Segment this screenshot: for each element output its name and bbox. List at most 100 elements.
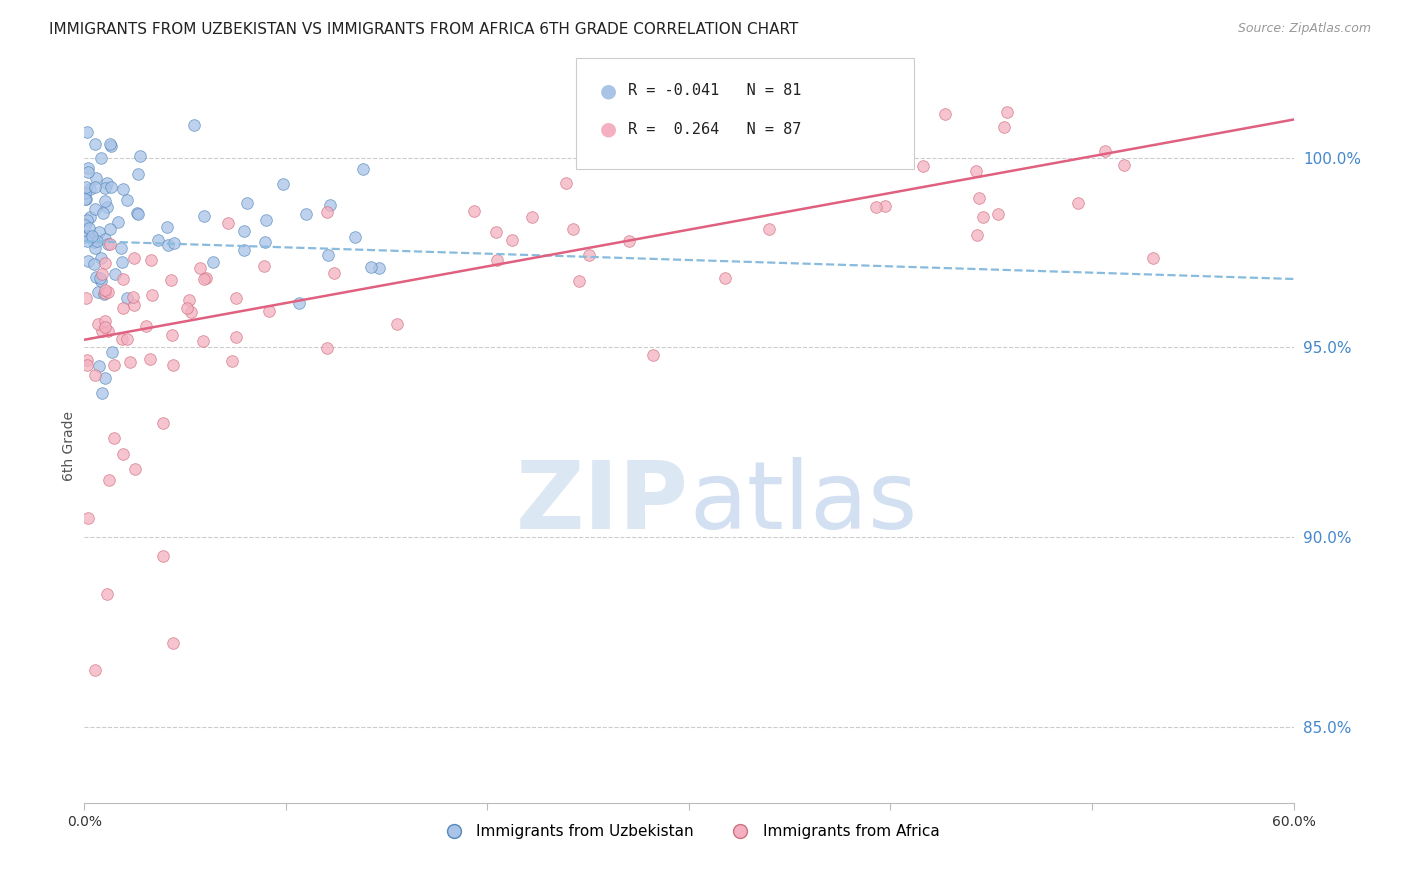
Point (97, 285, 120, 300)
Point (97, 473, 120, 487)
Point (94, 283, 117, 297)
Point (121, 291, 143, 305)
Point (94, 319, 117, 334)
Point (253, 259, 276, 273)
Point (91, 268, 114, 282)
Point (139, 252, 162, 267)
Point (83, 257, 105, 271)
Point (463, 203, 485, 218)
Point (86, 234, 108, 248)
Point (94, 181, 117, 195)
Point (79, 182, 101, 196)
Point (188, 260, 211, 275)
Point (254, 212, 277, 227)
Point (484, 225, 506, 239)
Point (98, 221, 121, 235)
Point (90, 151, 112, 165)
Point (115, 291, 138, 305)
Point (90, 324, 112, 338)
Point (141, 288, 163, 302)
Point (84, 368, 107, 382)
Point (884, 113, 907, 128)
Point (101, 345, 124, 359)
Point (273, 177, 295, 191)
Point (157, 238, 180, 252)
Point (91, 206, 114, 220)
Text: atlas: atlas (689, 457, 917, 549)
Point (193, 272, 215, 286)
Point (76, 234, 98, 248)
Point (233, 243, 256, 257)
Point (98, 237, 121, 252)
Point (75, 180, 97, 194)
Point (84, 136, 107, 151)
Point (118, 354, 141, 368)
Point (76, 165, 98, 179)
Text: R =  0.264   N = 87: R = 0.264 N = 87 (628, 122, 801, 136)
Point (567, 274, 589, 288)
Point (111, 301, 134, 315)
Point (235, 196, 257, 211)
Point (965, 164, 987, 178)
Point (152, 416, 174, 430)
Point (316, 248, 339, 262)
Point (87, 359, 110, 374)
Point (162, 235, 184, 250)
Legend: Immigrants from Uzbekistan, Immigrants from Africa: Immigrants from Uzbekistan, Immigrants f… (432, 818, 946, 845)
Point (911, 159, 934, 173)
Point (75, 192, 97, 206)
Point (90, 251, 112, 265)
Point (111, 332, 134, 346)
Point (93, 285, 115, 300)
Text: IMMIGRANTS FROM UZBEKISTAN VS IMMIGRANTS FROM AFRICA 6TH GRADE CORRELATION CHART: IMMIGRANTS FROM UZBEKISTAN VS IMMIGRANTS… (49, 22, 799, 37)
Text: ●: ● (600, 81, 617, 101)
Point (112, 272, 135, 286)
Point (177, 293, 200, 308)
Point (1094, 145, 1116, 159)
Point (90, 274, 112, 288)
Point (758, 222, 780, 236)
Point (87, 285, 110, 299)
Point (1142, 251, 1164, 265)
Point (993, 120, 1015, 134)
Point (617, 234, 640, 248)
Point (257, 304, 280, 318)
Point (972, 211, 994, 225)
Point (995, 105, 1018, 120)
Point (385, 317, 408, 331)
Text: R = -0.041   N = 81: R = -0.041 N = 81 (628, 84, 801, 98)
Point (127, 167, 149, 181)
Point (84, 179, 107, 194)
Point (966, 227, 988, 242)
Point (94, 231, 117, 245)
Point (93, 286, 115, 301)
Point (75, 291, 97, 305)
Point (221, 353, 243, 368)
Point (125, 206, 148, 220)
Point (103, 431, 125, 445)
Point (193, 334, 215, 348)
Point (967, 191, 990, 205)
Point (83, 202, 105, 216)
Point (93, 194, 115, 208)
Point (201, 255, 224, 269)
Point (76, 254, 98, 268)
Point (90, 385, 112, 400)
Point (77, 161, 100, 175)
Point (156, 220, 179, 235)
Point (561, 222, 583, 236)
Point (73, 229, 96, 244)
Point (368, 261, 391, 276)
Point (127, 207, 149, 221)
Point (875, 199, 897, 213)
Point (79, 210, 101, 224)
Point (87, 225, 110, 239)
Point (152, 549, 174, 563)
Point (160, 327, 183, 342)
Point (233, 224, 256, 238)
Point (111, 254, 134, 268)
Point (122, 297, 145, 311)
Point (115, 193, 138, 207)
Point (1112, 158, 1135, 172)
Point (713, 271, 735, 285)
